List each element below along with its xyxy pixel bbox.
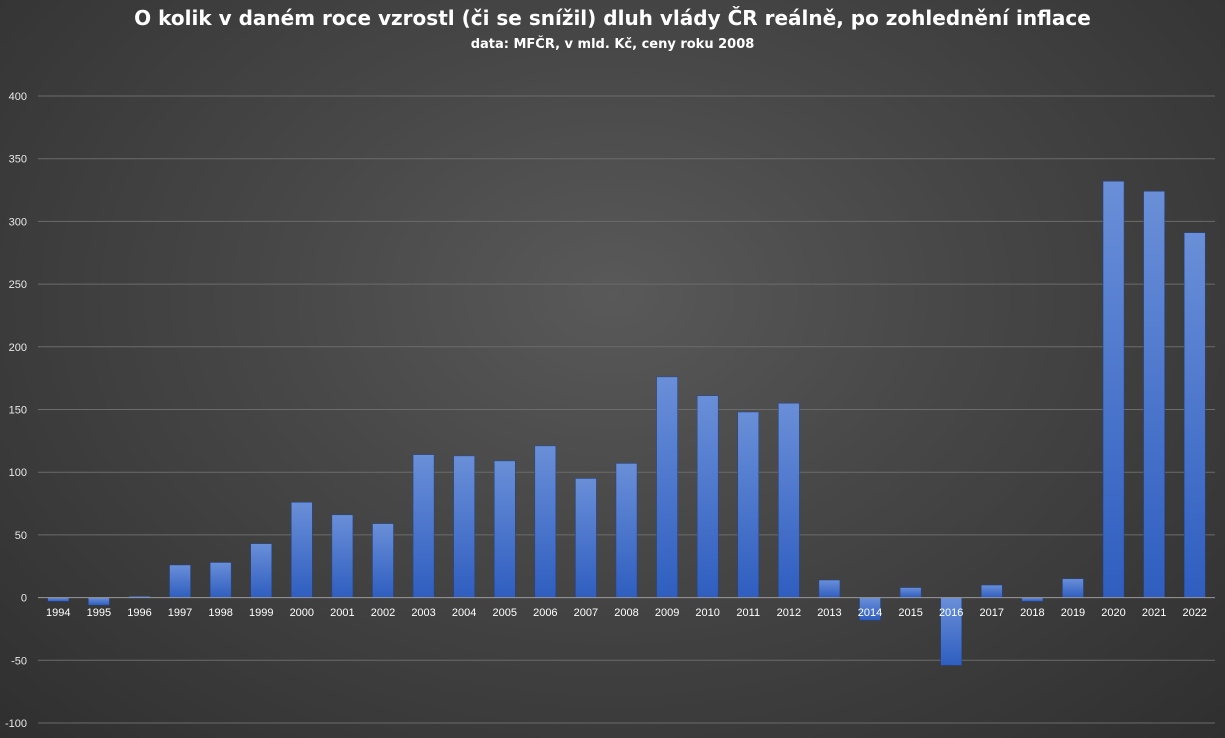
bar-1999 xyxy=(250,543,272,598)
bar-2008 xyxy=(615,463,638,598)
bar-2017 xyxy=(981,584,1003,598)
x-tick-label: 2009 xyxy=(655,607,679,619)
x-tick-label: 2018 xyxy=(1020,607,1044,619)
x-tick-label: 2005 xyxy=(492,607,516,619)
x-tick-label: 2002 xyxy=(371,607,395,619)
y-tick-label: 350 xyxy=(9,154,27,166)
bar-2000 xyxy=(291,502,313,598)
y-tick-label: 100 xyxy=(9,467,27,479)
bar-1995 xyxy=(88,597,110,606)
bar-2007 xyxy=(575,478,597,598)
bar-2006 xyxy=(534,445,557,598)
bar-2012 xyxy=(778,402,800,598)
bar-2015 xyxy=(899,587,922,598)
x-tick-label: 2014 xyxy=(858,607,882,619)
x-tick-label: 2007 xyxy=(574,607,598,619)
bar-2020 xyxy=(1102,181,1125,598)
y-tick-label: 50 xyxy=(15,530,27,542)
x-tick-label: 2003 xyxy=(411,607,435,619)
bar-1998 xyxy=(209,562,232,598)
x-tick-label: 2004 xyxy=(452,607,476,619)
x-tick-label: 1996 xyxy=(127,607,151,619)
y-axis-ticks: -100 -50 0 50 100 150 200 250 300 350 400 xyxy=(5,91,27,730)
x-tick-label: 2020 xyxy=(1101,607,1125,619)
x-tick-label: 2017 xyxy=(980,607,1004,619)
bar-2019 xyxy=(1062,578,1084,598)
bar-2004 xyxy=(453,455,475,598)
x-tick-label: 2011 xyxy=(736,607,760,619)
bar-2001 xyxy=(331,514,354,598)
x-tick-label: 2022 xyxy=(1182,607,1206,619)
x-tick-label: 2010 xyxy=(695,607,719,619)
x-tick-label: 2021 xyxy=(1142,607,1166,619)
bar-1997 xyxy=(169,564,191,598)
y-tick-label: -100 xyxy=(5,718,27,730)
bar-2021 xyxy=(1143,191,1165,598)
bar-2005 xyxy=(493,460,516,598)
bars xyxy=(47,181,1206,666)
x-tick-label: 2012 xyxy=(777,607,801,619)
y-tick-label: 300 xyxy=(9,216,27,228)
bar-2010 xyxy=(696,395,719,598)
bar-2003 xyxy=(412,454,435,598)
x-axis-ticks: 1994 1995 1996 1997 1998 1999 2000 2001 2002 2003… xyxy=(46,607,1207,619)
bar-1994 xyxy=(47,597,70,602)
y-tick-label: 0 xyxy=(21,593,27,605)
gridlines xyxy=(38,95,1215,724)
y-tick-label: 400 xyxy=(9,91,27,103)
x-tick-label: 2019 xyxy=(1061,607,1085,619)
x-tick-label: 2008 xyxy=(614,607,638,619)
x-tick-label: 2015 xyxy=(898,607,922,619)
x-tick-label: 1995 xyxy=(87,607,111,619)
x-tick-label: 2000 xyxy=(290,607,314,619)
x-tick-label: 1998 xyxy=(208,607,232,619)
x-tick-label: 2006 xyxy=(533,607,557,619)
bar-2011 xyxy=(737,411,760,598)
chart-subtitle: data: MFČR, v mld. Kč, ceny roku 2008 xyxy=(470,37,755,52)
y-tick-label: 250 xyxy=(9,279,27,291)
x-tick-label: 2016 xyxy=(939,607,963,619)
chart-title: O kolik v daném roce vzrostl (či se sníž… xyxy=(134,6,1091,30)
y-tick-label: 200 xyxy=(9,342,27,354)
x-tick-label: 2013 xyxy=(817,607,841,619)
bar-2009 xyxy=(656,376,678,598)
bar-2022 xyxy=(1183,232,1206,598)
x-tick-label: 1999 xyxy=(249,607,273,619)
x-tick-label: 1994 xyxy=(46,607,70,619)
bar-2002 xyxy=(372,523,394,598)
bar-2018 xyxy=(1021,597,1044,602)
bar-2013 xyxy=(818,579,841,598)
x-tick-label: 2001 xyxy=(330,607,354,619)
y-tick-label: 150 xyxy=(9,405,27,417)
x-tick-label: 1997 xyxy=(168,607,192,619)
y-tick-label: -50 xyxy=(11,655,27,667)
